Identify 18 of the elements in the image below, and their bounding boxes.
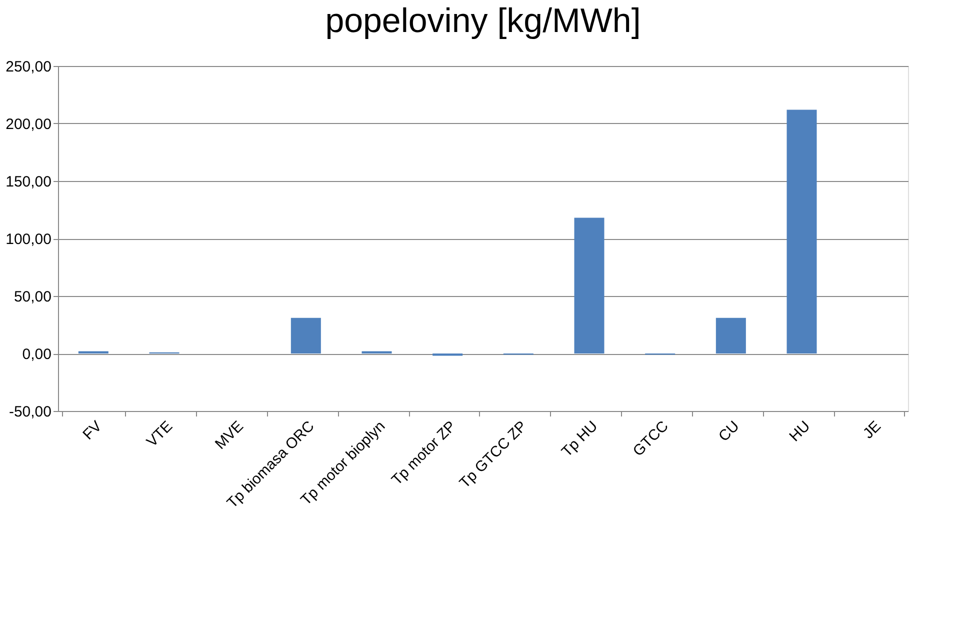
y-tick-label: 150,00 bbox=[6, 174, 52, 190]
y-tick-label: -50,00 bbox=[8, 404, 52, 420]
x-tick-label: CU bbox=[715, 418, 743, 446]
chart-title: popeloviny [kg/MWh] bbox=[325, 2, 641, 40]
x-tick-label: JE bbox=[860, 418, 884, 442]
x-tick-label: HU bbox=[786, 418, 814, 446]
x-tick-label: VTE bbox=[143, 418, 176, 450]
y-tick-label: 0,00 bbox=[22, 346, 52, 363]
bar bbox=[786, 110, 817, 354]
x-tick-label: Tp HU bbox=[558, 418, 602, 460]
y-tick-label: 50,00 bbox=[14, 288, 52, 306]
y-tick-label: 100,00 bbox=[6, 231, 52, 248]
y-tick-label: 200,00 bbox=[6, 116, 52, 133]
y-tick-label: 250,00 bbox=[6, 58, 52, 76]
bar bbox=[716, 318, 746, 354]
bar bbox=[290, 318, 321, 354]
x-tick-label: FV bbox=[80, 418, 106, 444]
bar bbox=[574, 218, 604, 354]
